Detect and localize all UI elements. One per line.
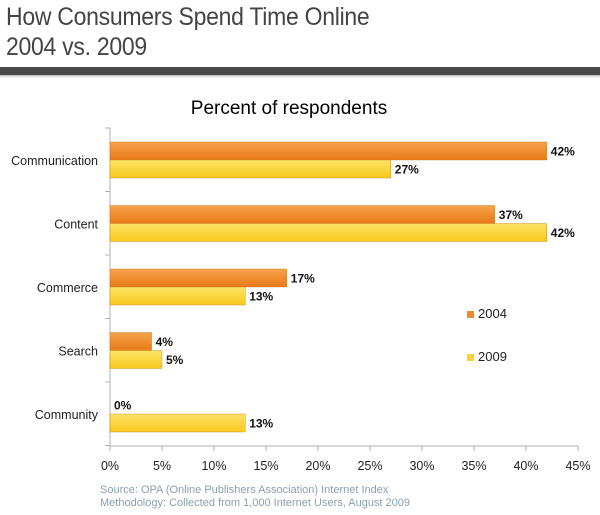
data-label: 37%: [499, 208, 523, 222]
x-tick-label: 35%: [461, 459, 486, 473]
x-tick-label: 5%: [153, 459, 171, 473]
legend-swatch-2009: [467, 354, 474, 361]
x-tick-label: 25%: [357, 459, 382, 473]
bar-2009: [109, 286, 246, 306]
category-label: Community: [35, 408, 99, 422]
x-tick-label: 30%: [409, 459, 434, 473]
category-label: Communication: [11, 154, 98, 168]
data-label: 27%: [395, 163, 419, 177]
bar-2004: [109, 332, 152, 351]
header-divider-shadow: [0, 75, 600, 78]
source-line: Source: OPA (Online Publishers Associati…: [100, 484, 389, 496]
x-tick-label: 10%: [201, 459, 226, 473]
data-label: 42%: [551, 226, 575, 240]
page-title: How Consumers Spend Time Online: [6, 3, 370, 31]
bar-2009: [109, 350, 163, 369]
bar-2009: [109, 223, 547, 242]
x-tick-label: 0%: [101, 459, 119, 473]
bar-2004: [109, 268, 288, 288]
bar-2004: [109, 141, 547, 161]
bar-2009: [109, 413, 246, 433]
x-tick-label: 45%: [565, 459, 590, 473]
legend-swatch-2004: [467, 311, 474, 318]
chart-title: Percent of respondents: [191, 98, 387, 119]
bar-2009: [109, 159, 391, 179]
data-label: 5%: [166, 353, 184, 367]
category-label: Commerce: [37, 281, 98, 295]
category-label: Search: [58, 345, 98, 359]
header: How Consumers Spend Time Online 2004 vs.…: [6, 2, 596, 62]
page-subtitle: 2004 vs. 2009: [6, 33, 147, 61]
bar-chart: Percent of respondents Communication 42% 27…: [11, 98, 590, 473]
legend-label: 2009: [478, 349, 507, 364]
x-tick-label: 15%: [253, 459, 278, 473]
methodology-line: Methodology: Collected from 1,000 Intern…: [100, 497, 411, 509]
source-note: Source: OPA (Online Publishers Associati…: [100, 484, 410, 510]
x-tick-label: 40%: [513, 459, 538, 473]
data-label: 13%: [249, 290, 273, 304]
bar-2004: [109, 205, 495, 224]
data-label: 4%: [156, 335, 174, 349]
data-label: 42%: [551, 145, 575, 159]
x-tick-label: 20%: [305, 459, 330, 473]
data-label: 13%: [249, 417, 273, 431]
data-label: 17%: [291, 272, 315, 286]
category-label: Content: [54, 218, 98, 232]
header-divider: [0, 67, 600, 75]
data-label: 0%: [114, 399, 132, 413]
legend-label: 2004: [478, 306, 507, 321]
